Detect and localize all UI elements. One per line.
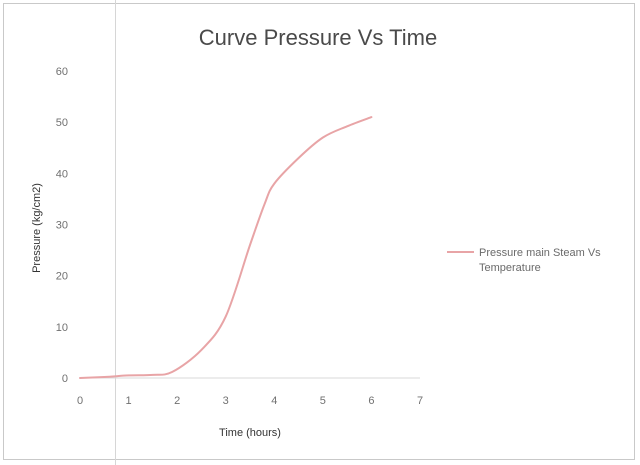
x-tick-labels: 0 1 2 3 4 5 6 7	[77, 395, 423, 407]
chart-title: Curve Pressure Vs Time	[199, 25, 437, 50]
y-tick-label: 30	[56, 220, 68, 232]
chart-frame	[3, 3, 635, 460]
y-tick-labels: 0 10 20 30 40 50 60	[56, 66, 68, 385]
x-tick-label: 1	[126, 395, 132, 407]
x-tick-label: 2	[174, 395, 180, 407]
x-tick-label: 3	[223, 395, 229, 407]
scan-artifact-line	[115, 0, 116, 465]
series-line	[79, 116, 373, 379]
y-tick-label: 0	[62, 373, 68, 385]
y-tick-label: 20	[56, 271, 68, 283]
x-tick-label: 6	[368, 395, 374, 407]
x-axis-title: Time (hours)	[219, 427, 281, 439]
y-tick-label: 60	[56, 66, 68, 78]
y-axis-title: Pressure (kg/cm2)	[31, 183, 43, 273]
y-tick-label: 10	[56, 322, 68, 334]
x-tick-label: 5	[320, 395, 326, 407]
x-tick-label: 7	[417, 395, 423, 407]
y-tick-label: 50	[56, 117, 68, 129]
y-tick-label: 40	[56, 168, 68, 180]
x-tick-label: 4	[271, 395, 277, 407]
x-tick-label: 0	[77, 395, 83, 407]
legend-label: Pressure main Steam Vs Temperature	[479, 247, 604, 274]
